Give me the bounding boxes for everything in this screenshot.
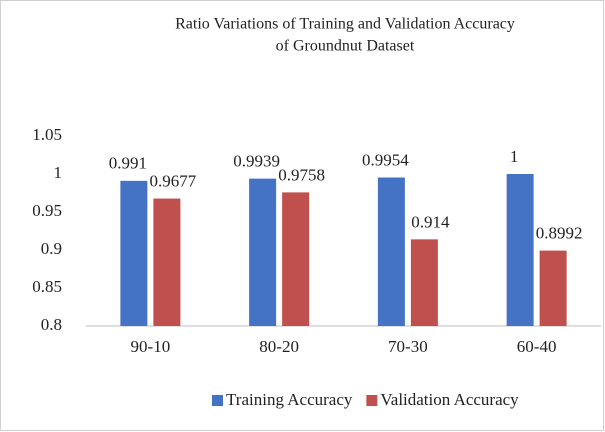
bar: [377, 177, 405, 326]
data-label: 0.9677: [150, 171, 197, 190]
y-tick-label: 1: [54, 163, 63, 182]
x-tick-label: 80-20: [259, 337, 299, 356]
x-tick-label: 70-30: [388, 337, 428, 356]
bar: [282, 192, 310, 326]
y-tick-label: 0.95: [32, 201, 62, 220]
y-tick-label: 1.05: [32, 125, 62, 144]
data-label: 1: [510, 147, 519, 166]
y-tick-label: 0.85: [32, 277, 62, 296]
data-label: 0.8992: [536, 224, 583, 243]
legend-swatch: [212, 395, 223, 406]
bar: [120, 180, 148, 326]
data-label: 0.9954: [362, 150, 409, 169]
bar: [249, 178, 277, 326]
data-label: 0.9939: [233, 152, 280, 171]
legend-swatch: [366, 395, 378, 406]
data-label: 0.9758: [278, 165, 325, 184]
bar: [506, 174, 534, 326]
y-tick-label: 0.9: [41, 239, 62, 258]
legend-label: Validation Accuracy: [380, 390, 519, 409]
bar: [153, 198, 181, 326]
bar: [539, 250, 567, 326]
y-tick-label: 0.8: [41, 315, 62, 334]
chart-title: Ratio Variations of Training and Validat…: [175, 16, 515, 33]
data-label: 0.914: [411, 212, 450, 231]
x-tick-label: 90-10: [131, 337, 171, 356]
bar: [410, 239, 438, 326]
legend-label: Training Accuracy: [226, 390, 353, 409]
chart-title: of Groundnut Dataset: [276, 38, 415, 55]
x-tick-label: 60-40: [517, 337, 557, 356]
data-label: 0.991: [109, 154, 147, 173]
